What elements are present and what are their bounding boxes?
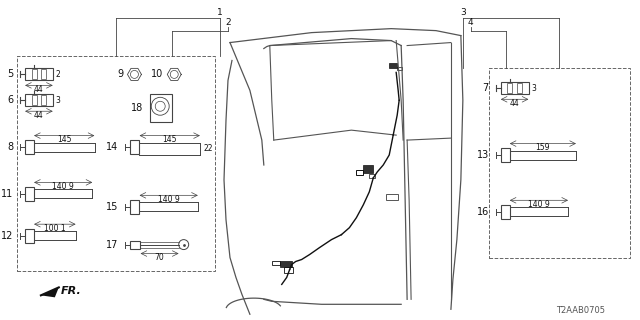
Text: 1: 1 <box>217 8 223 17</box>
Text: 140 9: 140 9 <box>158 195 180 204</box>
Text: 15: 15 <box>106 202 118 212</box>
Text: 3: 3 <box>460 8 466 17</box>
Text: 4: 4 <box>468 18 474 27</box>
Bar <box>369 174 375 178</box>
Bar <box>41 95 46 105</box>
Text: 2: 2 <box>225 18 231 27</box>
Text: 6: 6 <box>7 95 13 105</box>
Bar <box>32 69 36 79</box>
Text: 10: 10 <box>151 69 163 79</box>
Bar <box>272 260 280 266</box>
Bar <box>41 69 46 79</box>
Bar <box>500 205 509 219</box>
Bar <box>32 95 36 105</box>
Text: 3: 3 <box>56 96 61 105</box>
Text: 70: 70 <box>155 253 164 262</box>
Text: 145: 145 <box>163 135 177 144</box>
Bar <box>131 140 140 154</box>
Bar <box>284 268 292 274</box>
Bar <box>25 187 34 201</box>
Text: 16: 16 <box>477 207 489 217</box>
Text: T2AAB0705: T2AAB0705 <box>556 306 605 315</box>
Text: 159: 159 <box>536 143 550 152</box>
Bar <box>389 63 397 68</box>
Bar <box>397 68 402 70</box>
Text: 145: 145 <box>57 135 72 144</box>
Text: 22: 22 <box>203 144 212 153</box>
Text: 2: 2 <box>56 70 61 79</box>
Text: 7: 7 <box>483 83 489 93</box>
Bar <box>131 241 140 249</box>
Text: 18: 18 <box>131 103 143 113</box>
Text: 12: 12 <box>1 231 13 241</box>
Bar <box>508 84 513 93</box>
Bar <box>17 55 215 271</box>
Bar <box>364 165 373 173</box>
Bar <box>500 82 529 94</box>
Text: 13: 13 <box>477 150 489 160</box>
Text: 44: 44 <box>34 111 44 120</box>
Bar <box>516 84 522 93</box>
Text: FR.: FR. <box>61 286 81 296</box>
Text: 17: 17 <box>106 240 118 250</box>
Bar <box>131 200 140 214</box>
Polygon shape <box>41 287 59 297</box>
Bar <box>25 68 53 80</box>
Bar <box>150 94 172 122</box>
Bar <box>280 260 292 268</box>
Text: 9: 9 <box>117 69 124 79</box>
Text: 3: 3 <box>532 84 536 93</box>
Bar <box>25 140 34 154</box>
Text: 11: 11 <box>1 189 13 199</box>
Text: 14: 14 <box>106 142 118 152</box>
Bar <box>25 229 34 243</box>
Bar <box>489 68 630 258</box>
Text: 8: 8 <box>7 142 13 152</box>
Text: 44: 44 <box>509 99 520 108</box>
Bar <box>500 148 509 162</box>
Text: 100 1: 100 1 <box>44 224 66 233</box>
Text: 140 9: 140 9 <box>528 200 550 209</box>
Text: 140 9: 140 9 <box>52 182 74 191</box>
Bar <box>386 194 398 200</box>
Bar <box>356 170 364 175</box>
Text: 44: 44 <box>34 85 44 94</box>
Text: 5: 5 <box>7 69 13 79</box>
Bar <box>25 94 53 106</box>
